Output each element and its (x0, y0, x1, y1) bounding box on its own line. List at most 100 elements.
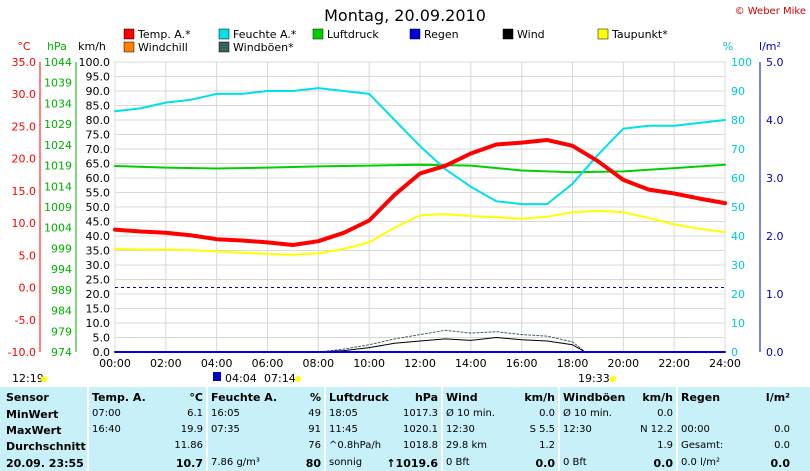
stats-header: Windböen (563, 391, 626, 404)
tick-hpa: 979 (51, 325, 72, 338)
stats-rowlabel: MaxWert (6, 424, 62, 437)
stats-cell-time: Ø 10 min. (446, 408, 495, 419)
sun-dot (41, 376, 47, 382)
legend-label: Windböen* (233, 41, 294, 54)
stats-cell-value: 0.0 (774, 424, 790, 435)
tick-hpa: 989 (51, 284, 72, 297)
stats-cell-time: Gesamt: (681, 440, 724, 451)
tick-hpa: 1034 (44, 97, 72, 110)
stats-cell-value: 91 (308, 424, 321, 435)
tick-kmh: 0.0 (93, 346, 111, 359)
stats-cell-time: 16:40 (92, 424, 121, 435)
legend-swatch (218, 41, 230, 53)
stats-cell-value: 11.86 (174, 440, 203, 451)
stats-rowlabel: Durchschnitt (6, 440, 86, 453)
series-luftdruck (114, 163, 726, 174)
sunrise-icon (213, 372, 221, 381)
column-separator (441, 387, 443, 471)
stats-cell-time: 12:30 (446, 424, 475, 435)
tick-rain: 5.0 (766, 56, 784, 69)
tick-kmh: 65.0 (86, 158, 111, 171)
stats-unit: km/h (524, 391, 555, 404)
stats-cell-value: 0.0 (535, 457, 556, 470)
stats-header: Temp. A. (92, 391, 146, 404)
sun-dot (610, 376, 616, 382)
tick-kmh: 30.0 (86, 259, 111, 272)
column-separator (676, 387, 678, 471)
tick-kmh: 60.0 (86, 172, 111, 185)
unit-lm2: l/m² (759, 40, 781, 53)
series-taupunkt (114, 209, 726, 256)
tick-x: 08:00 (302, 357, 334, 370)
series-group (113, 87, 727, 353)
series-wind (114, 337, 726, 353)
tick-temp: 35.0 (12, 56, 37, 69)
tick-pct: 50 (731, 201, 745, 214)
column-separator (206, 387, 208, 471)
tick-rain: 0.0 (766, 346, 784, 359)
tick-pct: 20 (731, 288, 745, 301)
legend-swatch (218, 28, 230, 40)
unit-hpa: hPa (47, 40, 67, 53)
tick-x: 20:00 (607, 357, 639, 370)
legend-label: Luftdruck (327, 28, 379, 41)
tick-temp: 0.0 (19, 282, 37, 295)
legend-label: Taupunkt* (611, 28, 668, 41)
tick-kmh: 25.0 (86, 274, 111, 287)
tick-kmh: 5.0 (93, 332, 111, 345)
stats-cell-value: 1.9 (657, 440, 673, 451)
stats-cell-time: 12:30 (563, 424, 592, 435)
stats-cell-time: 0.0 l/m² (681, 457, 720, 468)
stats-cell-value: 0.0 (539, 408, 555, 419)
series-tempa (113, 138, 727, 247)
tick-x: 18:00 (557, 357, 589, 370)
tick-temp: 25.0 (12, 120, 37, 133)
tick-kmh: 15.0 (86, 303, 111, 316)
stats-cell-value: 6.1 (187, 408, 203, 419)
tick-x: 24:00 (709, 357, 741, 370)
weather-chart: Montag, 20.09.2010 © Weber Mike °C hPa k… (8, 6, 806, 385)
tick-pct: 80 (731, 114, 745, 127)
tick-kmh: 45.0 (86, 216, 111, 229)
stats-cell-time: Ø 10 min. (563, 408, 612, 419)
unit-percent: % (723, 40, 733, 53)
tick-kmh: 50.0 (86, 201, 111, 214)
stats-cell-value: S 5.5 (529, 424, 555, 435)
stats-cell-value: 1020.1 (403, 424, 438, 435)
legend-label: Temp. A.* (137, 28, 191, 41)
stats-unit: °C (189, 391, 203, 404)
stats-cell-time: 18:05 (329, 408, 358, 419)
tick-x: 10:00 (353, 357, 385, 370)
series-windben (114, 329, 726, 353)
stats-rowlabel: 20.09. 23:55 (6, 457, 84, 470)
tick-kmh: 70.0 (86, 143, 111, 156)
tick-kmh: 100.0 (79, 56, 111, 69)
tick-pct: 60 (731, 172, 745, 185)
tick-pct: 40 (731, 230, 745, 243)
legend-swatch (123, 41, 135, 53)
tick-hpa: 1004 (44, 222, 72, 235)
stats-header: Wind (446, 391, 478, 404)
legend: Temp. A.* Feuchte A.* Luftdruck Regen Wind Ta… (123, 28, 668, 54)
tick-x: 04:00 (201, 357, 233, 370)
stats-cell-value: 76 (308, 440, 321, 451)
stats-cell-value: 0.0 (774, 440, 790, 451)
tick-kmh: 85.0 (86, 100, 111, 113)
tick-kmh: 10.0 (86, 317, 111, 330)
tick-rain: 1.0 (766, 288, 784, 301)
column-separator (324, 387, 326, 471)
tick-hpa: 999 (51, 242, 72, 255)
tick-pct: 70 (731, 143, 745, 156)
tick-hpa: 1044 (44, 56, 72, 69)
tick-kmh: 80.0 (86, 114, 111, 127)
column-separator (87, 387, 89, 471)
stats-cell-value: 1018.8 (403, 440, 438, 451)
tick-temp: 5.0 (19, 249, 37, 262)
tick-hpa: 1014 (44, 180, 72, 193)
stats-cell-value: 0.0 (657, 408, 673, 419)
tick-x: 06:00 (252, 357, 284, 370)
tick-temp: -5.0 (15, 314, 36, 327)
tick-temp: 30.0 (12, 88, 37, 101)
tick-kmh: 90.0 (86, 85, 111, 98)
tick-temp: 15.0 (12, 185, 37, 198)
